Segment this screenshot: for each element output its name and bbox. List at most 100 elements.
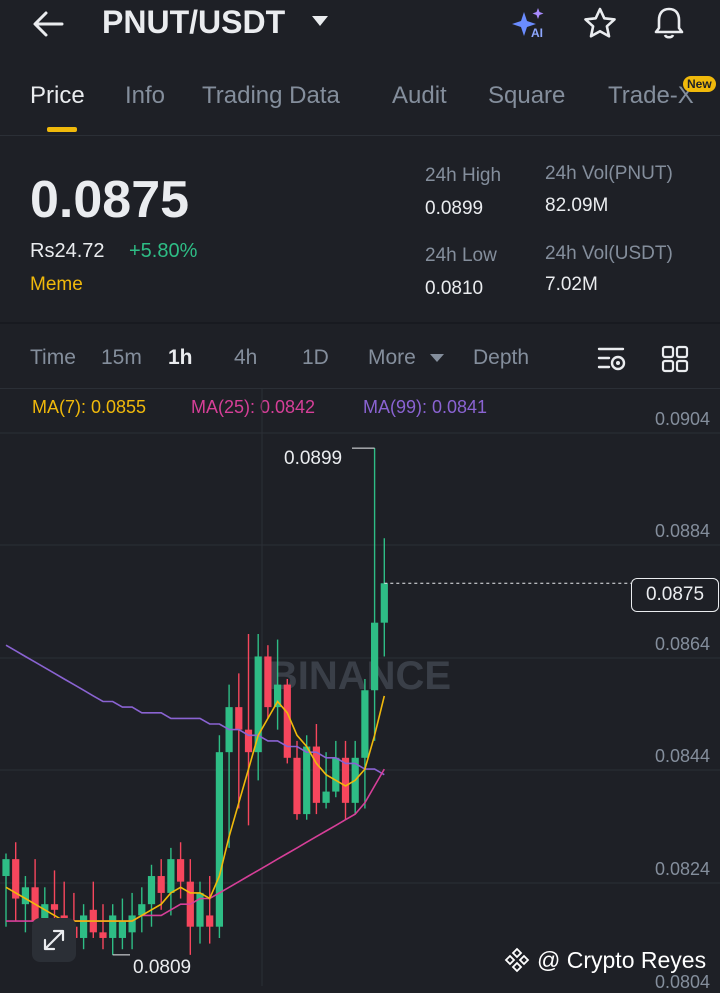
y-tick-1: 0.0884 (654, 521, 710, 541)
tf-4h[interactable]: 4h (234, 346, 258, 369)
ai-sparkle-icon (512, 8, 544, 36)
candle-body (322, 791, 330, 803)
candle-body (274, 684, 282, 708)
candle-body (147, 876, 156, 905)
back-arrow-icon (33, 11, 64, 37)
star-icon (584, 7, 616, 38)
grid-layout-icon (661, 345, 689, 373)
stat-value-vol-usdt: 7.02M (545, 274, 598, 295)
y-tick-2: 0.0864 (654, 634, 710, 654)
candle-body (235, 707, 243, 730)
toolbar-divider (0, 388, 720, 389)
candle-body (177, 859, 185, 882)
candle-body (109, 915, 117, 938)
candle-body (361, 690, 369, 758)
candle-body (167, 859, 175, 893)
expand-icon (43, 929, 65, 951)
candle-body (380, 583, 388, 623)
candle-body (196, 892, 204, 927)
tf-depth[interactable]: Depth (473, 346, 530, 369)
candle-body (157, 876, 165, 893)
pair-title[interactable]: PNUT/USDT (102, 4, 286, 40)
tab-info[interactable]: Info (125, 82, 166, 109)
tf-time[interactable]: Time (30, 346, 76, 369)
candlestick-chart[interactable]: BINANCE (0, 389, 720, 986)
tab-square[interactable]: Square (488, 82, 566, 109)
expand-chart-button[interactable] (32, 918, 76, 962)
candle-body (21, 887, 29, 905)
more-caret-icon (430, 354, 444, 362)
tf-more[interactable]: More (368, 346, 416, 369)
candle-body (332, 757, 340, 792)
candle-body (2, 859, 10, 877)
ma7-legend: MA(7): 0.0855 (32, 397, 147, 417)
pair-dropdown[interactable] (310, 14, 330, 33)
candle-body (303, 746, 311, 815)
ma99-legend: MA(99): 0.0841 (363, 397, 488, 417)
candle-body (254, 656, 262, 753)
layout-button[interactable] (660, 344, 690, 379)
alerts-button[interactable] (651, 4, 687, 47)
last-price-marker: 0.0875 (631, 578, 719, 612)
tf-1h[interactable]: 1h (168, 346, 193, 369)
ai-label: AI (531, 26, 543, 40)
chart-settings-button[interactable] (596, 344, 628, 379)
candle-body (244, 729, 253, 753)
y-tick-5: 0.0804 (654, 972, 710, 992)
candle-body (41, 904, 49, 922)
candle-body (264, 656, 272, 708)
favorite-button[interactable] (582, 6, 618, 45)
candle-body (138, 904, 146, 916)
tab-audit[interactable]: Audit (392, 82, 447, 109)
candle-body (80, 915, 88, 938)
candle-body (12, 859, 20, 899)
footer-watermark: @ Crypto Reyes (503, 946, 706, 974)
candle-body (118, 921, 126, 938)
back-button[interactable] (30, 8, 70, 40)
tab-trading-data[interactable]: Trading Data (202, 82, 340, 109)
tf-1d[interactable]: 1D (302, 346, 329, 369)
active-tab-indicator (47, 127, 77, 132)
new-badge: New (683, 76, 716, 92)
high-annotation: 0.0899 (284, 448, 343, 469)
candle-body (215, 752, 223, 927)
stat-label-vol-usdt: 24h Vol(USDT) (545, 243, 673, 264)
ai-button[interactable]: AI (510, 6, 550, 42)
ma7-line (5, 695, 386, 922)
stat-label-24h-low: 24h Low (425, 245, 497, 266)
stat-value-vol-pnut: 82.09M (545, 195, 609, 216)
dropdown-caret-icon (312, 16, 328, 26)
stat-label-vol-pnut: 24h Vol(PNUT) (545, 163, 673, 184)
chart-settings-icon (597, 347, 626, 371)
stat-value-24h-high: 0.0899 (425, 198, 484, 219)
candle-body (312, 746, 320, 803)
ma25-legend: MA(25): 0.0842 (191, 397, 316, 417)
binance-logo-icon (504, 947, 530, 973)
binance-watermark: BINANCE (269, 654, 451, 698)
bell-icon (654, 7, 684, 39)
fiat-price: Rs24.72 (30, 240, 105, 262)
price-change: +5.80% (129, 240, 198, 262)
tabs-divider (0, 135, 720, 136)
category-tag[interactable]: Meme (30, 274, 83, 295)
last-price: 0.0875 (30, 171, 190, 229)
candle-body (283, 684, 291, 758)
ticker-divider (0, 322, 720, 324)
stat-value-24h-low: 0.0810 (425, 278, 484, 299)
y-tick-0: 0.0904 (654, 409, 710, 429)
candle-body (128, 915, 136, 933)
tab-trade-x[interactable]: Trade-X (608, 82, 694, 109)
watermark-text: @ Crypto Reyes (537, 946, 707, 973)
stat-label-24h-high: 24h High (425, 165, 502, 186)
candle-body (371, 622, 379, 691)
tf-15m[interactable]: 15m (101, 346, 142, 369)
low-annotation: 0.0809 (133, 957, 192, 978)
tab-price[interactable]: Price (30, 82, 85, 109)
candle-body (341, 757, 350, 803)
candle-body (206, 915, 214, 927)
y-tick-4: 0.0824 (654, 859, 710, 879)
candle-body (293, 757, 301, 815)
candle-body (99, 932, 107, 938)
ma99-line (5, 644, 385, 776)
candle-body (50, 904, 59, 910)
